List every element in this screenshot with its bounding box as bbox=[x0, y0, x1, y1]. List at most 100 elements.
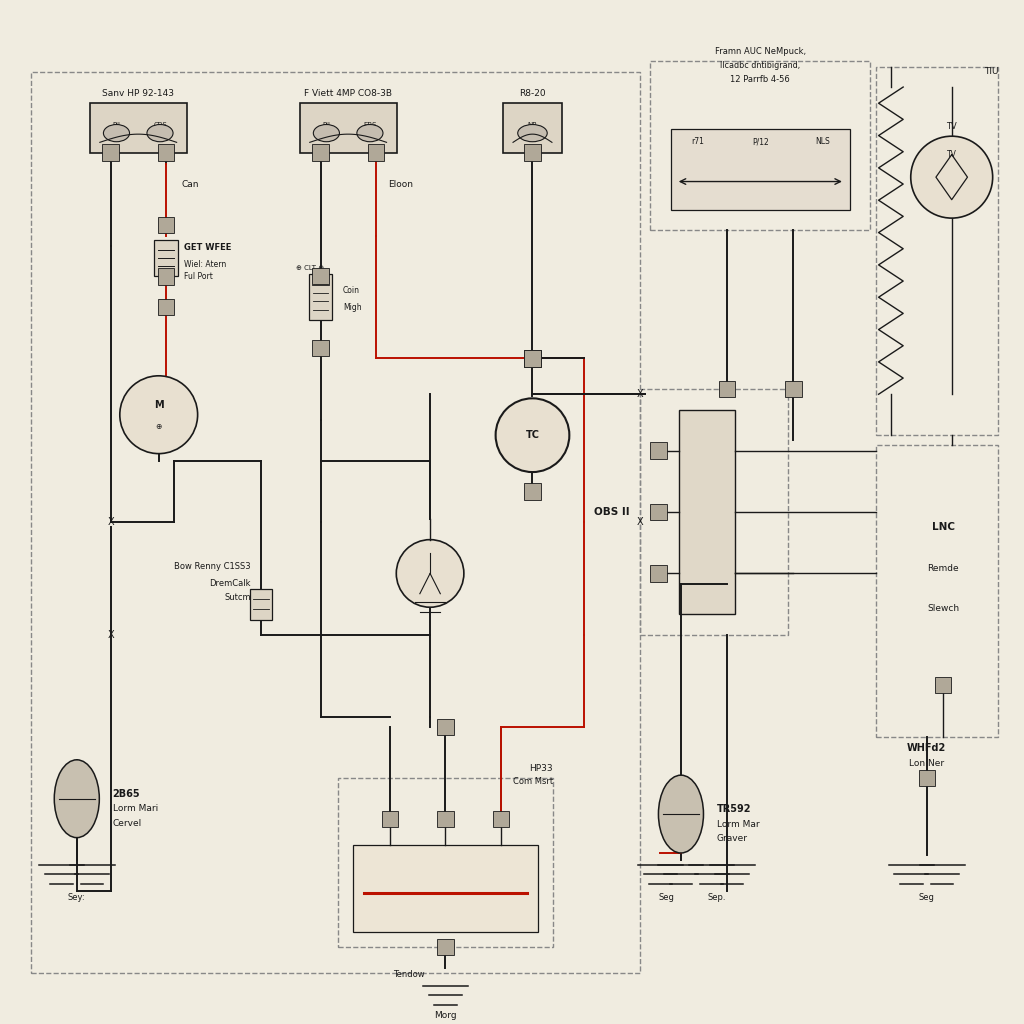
Text: Pil: Pil bbox=[323, 122, 331, 128]
Circle shape bbox=[120, 376, 198, 454]
Bar bbox=[671, 129, 850, 210]
Text: TR592: TR592 bbox=[717, 804, 752, 814]
Ellipse shape bbox=[54, 760, 99, 838]
Bar bbox=[437, 719, 454, 735]
Text: 12 Parrfb 4-56: 12 Parrfb 4-56 bbox=[730, 75, 791, 84]
Text: Coin: Coin bbox=[343, 287, 360, 295]
Text: Slewch: Slewch bbox=[927, 604, 959, 613]
Text: HP33: HP33 bbox=[529, 764, 553, 773]
Text: Tendow: Tendow bbox=[393, 970, 425, 979]
Bar bbox=[524, 144, 541, 161]
Bar bbox=[158, 144, 174, 161]
Text: TV: TV bbox=[947, 151, 956, 159]
Text: X: X bbox=[108, 517, 114, 527]
Text: P/12: P/12 bbox=[752, 137, 769, 146]
Bar bbox=[338, 778, 553, 947]
Text: EBS: EBS bbox=[364, 122, 377, 128]
Text: Seg: Seg bbox=[919, 893, 935, 902]
Bar bbox=[524, 350, 541, 367]
Text: DremCalk: DremCalk bbox=[209, 579, 251, 588]
Text: WHFd2: WHFd2 bbox=[907, 742, 946, 753]
Circle shape bbox=[910, 136, 992, 218]
Bar bbox=[640, 389, 788, 635]
Ellipse shape bbox=[357, 125, 383, 141]
Bar bbox=[353, 845, 538, 932]
Bar bbox=[250, 589, 272, 620]
Bar bbox=[935, 677, 951, 693]
Bar bbox=[102, 144, 119, 161]
Text: CBS: CBS bbox=[154, 122, 167, 128]
Text: Can: Can bbox=[181, 180, 199, 188]
Circle shape bbox=[396, 540, 464, 607]
Bar bbox=[493, 811, 509, 827]
Text: Wiel: Atern: Wiel: Atern bbox=[184, 260, 226, 268]
Bar bbox=[368, 144, 384, 161]
Text: Framn AUC NeMpuck,: Framn AUC NeMpuck, bbox=[715, 47, 806, 56]
Bar bbox=[31, 72, 640, 973]
Bar bbox=[158, 299, 174, 315]
Text: Lorm Mari: Lorm Mari bbox=[113, 805, 158, 813]
Text: Sanv HP 92-143: Sanv HP 92-143 bbox=[102, 89, 174, 98]
Text: 2B65: 2B65 bbox=[113, 788, 140, 799]
Bar bbox=[650, 504, 667, 520]
Text: M: M bbox=[154, 400, 164, 410]
Text: F Viett 4MP CO8-3B: F Viett 4MP CO8-3B bbox=[304, 89, 392, 98]
Text: X: X bbox=[637, 389, 643, 399]
Bar bbox=[650, 565, 667, 582]
Text: ⊕ CLT ⊕: ⊕ CLT ⊕ bbox=[296, 265, 325, 271]
Text: Bow Renny C1SS3: Bow Renny C1SS3 bbox=[174, 562, 251, 571]
Text: Com Msrt: Com Msrt bbox=[513, 777, 553, 786]
Text: NR: NR bbox=[527, 122, 538, 128]
Text: Sey:: Sey: bbox=[68, 893, 86, 902]
Text: TC: TC bbox=[525, 430, 540, 440]
Bar bbox=[503, 103, 562, 153]
Bar bbox=[524, 350, 541, 367]
Circle shape bbox=[496, 398, 569, 472]
Text: Migh: Migh bbox=[343, 303, 361, 311]
Text: Morg: Morg bbox=[434, 1011, 457, 1020]
Bar bbox=[719, 381, 735, 397]
Text: Cervel: Cervel bbox=[113, 819, 142, 827]
Text: Lon Ner: Lon Ner bbox=[909, 759, 944, 768]
Text: R8-20: R8-20 bbox=[519, 89, 546, 98]
Ellipse shape bbox=[103, 125, 130, 141]
Text: Sep.: Sep. bbox=[708, 893, 726, 902]
Text: Lorm Mar: Lorm Mar bbox=[717, 820, 760, 828]
Bar bbox=[158, 268, 174, 285]
Bar bbox=[876, 445, 998, 737]
Ellipse shape bbox=[313, 125, 340, 141]
Bar bbox=[679, 410, 735, 614]
Text: OBS II: OBS II bbox=[594, 507, 630, 517]
Text: Ilcadbc dntibigrand,: Ilcadbc dntibigrand, bbox=[720, 60, 801, 70]
Bar bbox=[312, 268, 329, 285]
Bar bbox=[154, 240, 178, 275]
Text: X: X bbox=[108, 630, 114, 640]
Ellipse shape bbox=[518, 125, 547, 141]
Bar bbox=[309, 273, 332, 319]
Bar bbox=[158, 217, 174, 233]
Bar bbox=[90, 103, 186, 153]
Ellipse shape bbox=[147, 125, 173, 141]
Text: Eloon: Eloon bbox=[388, 180, 413, 188]
Text: TV: TV bbox=[946, 122, 957, 131]
Bar bbox=[437, 939, 454, 955]
Bar bbox=[785, 381, 802, 397]
Bar bbox=[437, 811, 454, 827]
Bar bbox=[382, 811, 398, 827]
Text: Ful Port: Ful Port bbox=[184, 272, 213, 281]
Text: NLS: NLS bbox=[816, 137, 830, 146]
Bar bbox=[876, 67, 998, 435]
Bar bbox=[300, 103, 397, 153]
Text: r71: r71 bbox=[691, 137, 705, 146]
Bar bbox=[919, 770, 935, 786]
Text: Sutcm: Sutcm bbox=[224, 593, 251, 602]
Bar bbox=[312, 144, 329, 161]
Text: GET WFEE: GET WFEE bbox=[184, 244, 231, 252]
Text: Graver: Graver bbox=[717, 835, 748, 843]
Bar bbox=[650, 442, 667, 459]
Text: Remde: Remde bbox=[928, 563, 958, 572]
Text: X: X bbox=[637, 517, 643, 527]
Ellipse shape bbox=[658, 775, 703, 853]
Text: Seg: Seg bbox=[658, 893, 675, 902]
Text: Pil: Pil bbox=[113, 122, 121, 128]
